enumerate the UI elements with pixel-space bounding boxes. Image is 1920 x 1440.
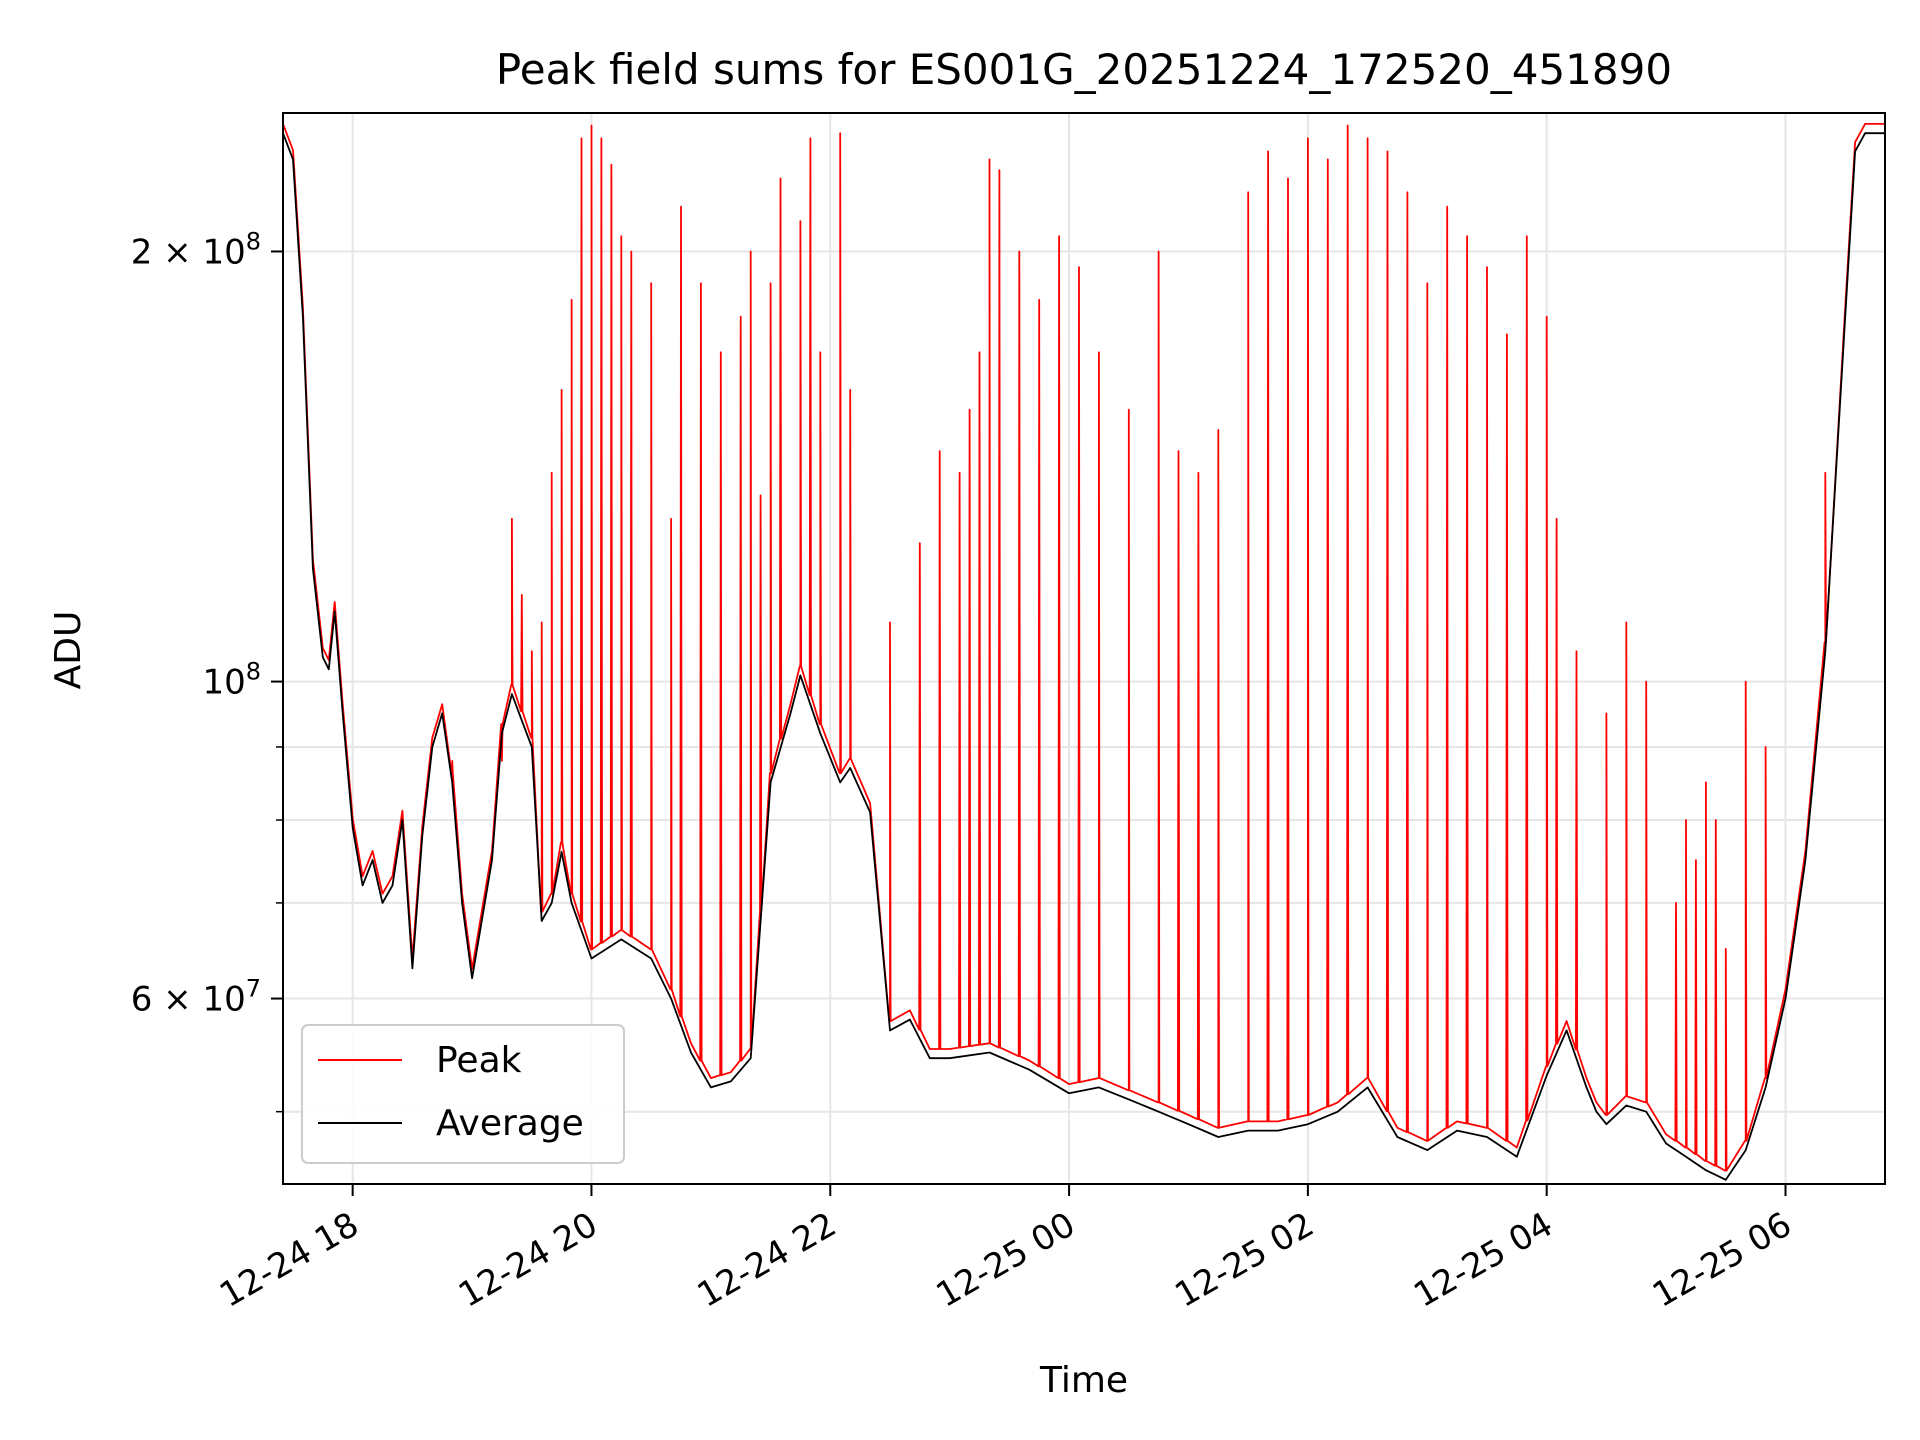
legend-label-peak: Peak — [436, 1040, 522, 1081]
y-tick-label: 2 × 108 — [131, 227, 261, 272]
y-tick-label: 6 × 107 — [131, 975, 261, 1020]
x-tick-label: 12-24 18 — [213, 1205, 365, 1316]
x-axis-label: Time — [1039, 1360, 1128, 1401]
x-tick-label: 12-25 00 — [930, 1205, 1082, 1316]
y-tick-label: 108 — [202, 658, 261, 703]
series-peak-line — [283, 123, 1885, 1172]
x-tick-label: 12-24 22 — [691, 1205, 843, 1316]
legend-label-average: Average — [436, 1103, 584, 1144]
y-axis-label: ADU — [48, 611, 89, 690]
legend: Peak Average — [301, 1024, 625, 1164]
x-tick-label: 12-25 02 — [1168, 1205, 1320, 1316]
x-tick-label: 12-25 06 — [1646, 1205, 1798, 1316]
series-average-line — [283, 132, 1885, 1181]
plot-frame — [282, 112, 1886, 1185]
x-tick-label: 12-24 20 — [452, 1205, 604, 1316]
x-tick-label: 12-25 04 — [1407, 1205, 1559, 1316]
chart-title: Peak field sums for ES001G_20251224_1725… — [496, 45, 1672, 94]
